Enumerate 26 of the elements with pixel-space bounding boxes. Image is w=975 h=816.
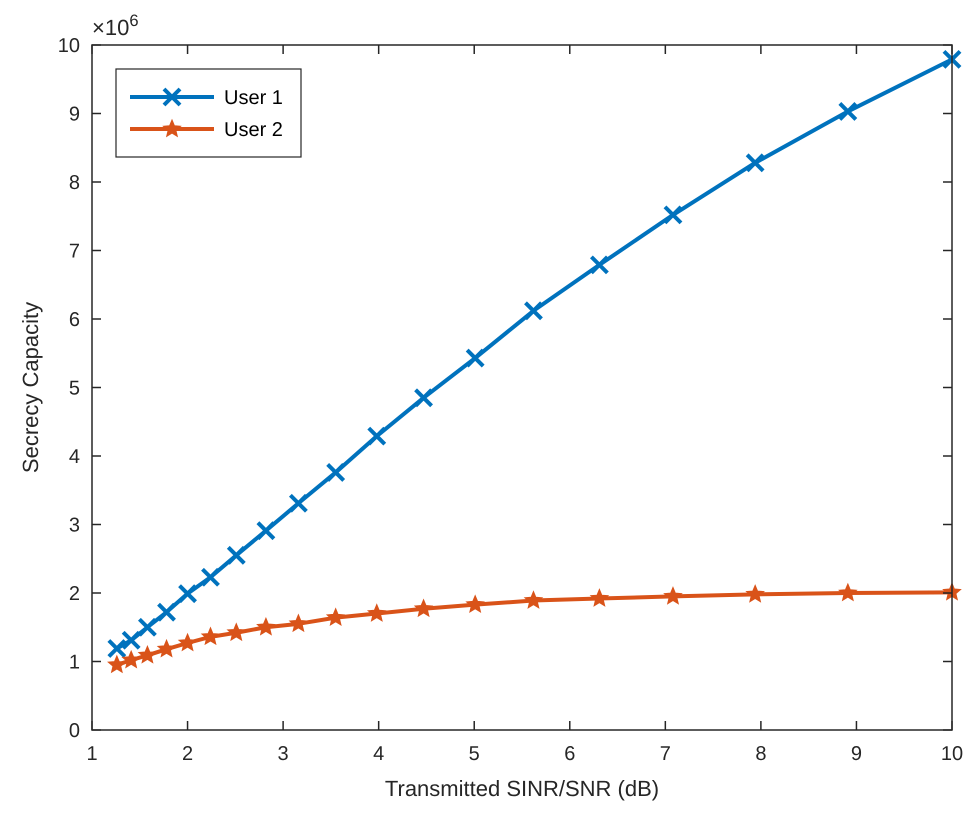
y-tick-label: 1 [68,652,80,674]
legend-label: User 1 [224,87,283,109]
legend-label: User 2 [224,119,283,141]
y-tick-label: 6 [68,309,80,331]
x-tick-label: 5 [468,743,480,765]
y-tick-label: 0 [68,720,80,742]
y-tick-label: 2 [68,583,80,605]
x-tick-label: 1 [86,743,98,765]
x-tick-label: 6 [564,743,576,765]
y-tick-label: 9 [68,104,80,126]
x-tick-label: 10 [940,743,964,765]
y-axis-title: Secrecy Capacity [18,302,43,474]
x-tick-label: 9 [850,743,862,765]
x-tick-label: 4 [373,743,384,765]
text: ×10$^{6}$ [92,12,139,40]
y-tick-label: 8 [68,172,80,194]
y-tick-label: 3 [68,514,80,536]
y-tick-label: 7 [68,240,80,262]
y-tick-label: 4 [68,446,80,468]
x-tick-label: 8 [755,743,766,765]
x-tick-label: 2 [182,743,194,765]
x-axis-title: Transmitted SINR/SNR (dB) [384,776,660,801]
y-tick-label: 10 [58,35,80,57]
x-tick-label: 7 [660,743,671,765]
y-tick-label: 5 [68,378,80,400]
x-tick-label: 3 [278,743,289,765]
